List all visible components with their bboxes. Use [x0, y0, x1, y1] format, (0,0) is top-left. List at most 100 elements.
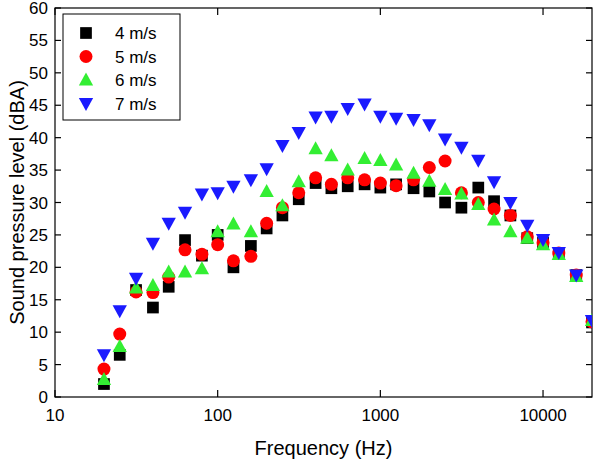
y-axis-label: Sound pressure level (dBA) [6, 80, 28, 325]
point [178, 207, 192, 220]
y-tick-label: 45 [29, 96, 48, 115]
point [97, 349, 111, 362]
point [146, 278, 160, 291]
point [178, 264, 192, 277]
point [357, 151, 371, 164]
x-tick-label: 100 [203, 406, 231, 425]
point [211, 187, 225, 200]
legend-marker [79, 73, 93, 86]
point [373, 111, 387, 124]
x-tick-label: 1000 [361, 406, 399, 425]
point [454, 142, 468, 155]
y-tick [55, 364, 61, 365]
y-tick [586, 332, 592, 333]
point [389, 113, 403, 126]
y-tick [586, 234, 592, 235]
point [195, 248, 208, 261]
point [244, 224, 258, 237]
point [455, 186, 468, 199]
y-tick-label: 0 [39, 388, 48, 407]
point [552, 247, 565, 260]
y-tick [586, 267, 592, 268]
point [113, 305, 127, 318]
point [162, 264, 176, 277]
legend-label: 5 m/s [115, 48, 157, 67]
point [113, 339, 127, 352]
point [244, 250, 257, 263]
y-tick [586, 169, 592, 170]
x-tick-label: 10 [46, 406, 65, 425]
y-tick-label: 15 [29, 291, 48, 310]
y-tick [55, 267, 61, 268]
point [113, 328, 126, 341]
point [147, 302, 159, 314]
point [211, 238, 224, 251]
x-tick-label: 10000 [519, 406, 566, 425]
point [552, 247, 566, 260]
legend-box [63, 14, 180, 120]
point [438, 182, 452, 195]
y-tick-label: 60 [29, 0, 48, 18]
y-tick [586, 396, 592, 397]
x-tick [54, 8, 55, 15]
y-tick-label: 25 [29, 226, 48, 245]
point [423, 186, 435, 198]
point [211, 224, 225, 237]
point [487, 213, 501, 226]
point [324, 148, 338, 161]
point [503, 197, 517, 210]
y-tick [586, 72, 592, 73]
point [227, 254, 240, 267]
point [292, 127, 306, 140]
point [472, 182, 484, 194]
point [357, 98, 371, 111]
x-tick [380, 8, 381, 15]
point [324, 111, 338, 124]
point [374, 177, 387, 190]
point [358, 173, 371, 186]
legend-label: 4 m/s [115, 24, 157, 43]
plot-frame [55, 8, 592, 397]
legend-label: 6 m/s [115, 71, 157, 90]
point [586, 315, 593, 328]
point [292, 186, 305, 199]
y-tick [55, 234, 61, 235]
point [389, 157, 403, 170]
point [439, 197, 451, 209]
point [536, 234, 550, 247]
point [259, 163, 273, 176]
legend: 4 m/s5 m/s6 m/s7 m/s [63, 14, 180, 120]
point [292, 174, 306, 187]
point [423, 161, 436, 174]
points [97, 98, 592, 389]
y-tick [55, 72, 61, 73]
point [487, 176, 501, 189]
point [341, 103, 355, 116]
y-tick [586, 7, 592, 8]
x-axis-label: Frequency (Hz) [255, 437, 393, 459]
point [422, 119, 436, 132]
point [406, 114, 420, 127]
point [309, 171, 322, 184]
point [275, 140, 289, 153]
point [325, 178, 338, 191]
y-tick-label: 55 [29, 31, 48, 50]
point [472, 196, 485, 209]
point [454, 187, 468, 200]
y-tick [586, 202, 592, 203]
y-tick [586, 299, 592, 300]
point [162, 218, 176, 231]
x-tick [217, 8, 218, 15]
point [438, 133, 452, 146]
y-tick [586, 105, 592, 106]
point [406, 166, 420, 179]
point [179, 243, 192, 256]
x-tick [54, 390, 55, 397]
y-tick [586, 40, 592, 41]
point [195, 189, 209, 202]
point [195, 261, 209, 274]
point [552, 247, 566, 260]
y-tick [55, 7, 61, 8]
point [308, 141, 322, 154]
y-tick [55, 202, 61, 203]
